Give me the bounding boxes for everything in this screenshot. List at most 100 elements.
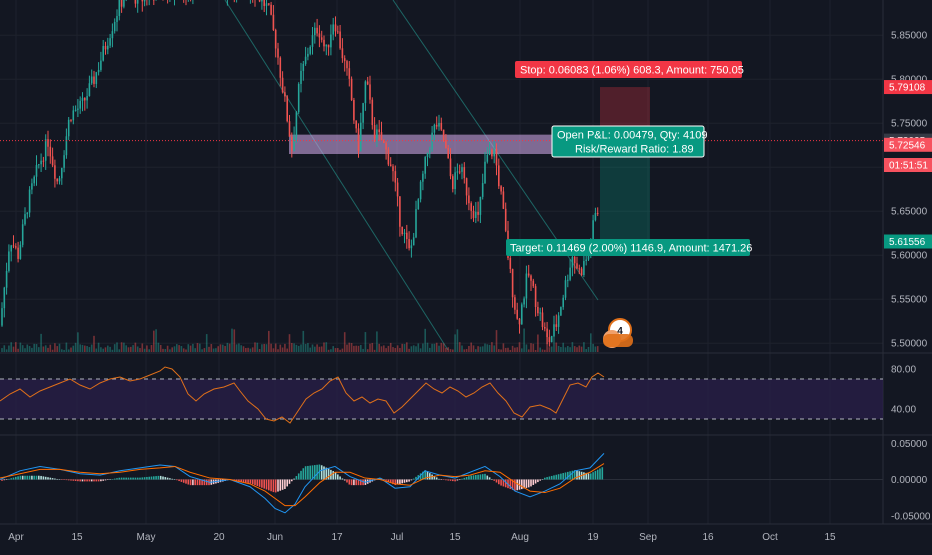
macd-histogram-bar — [498, 480, 500, 485]
macd-histogram-bar — [167, 478, 169, 480]
volume-bar — [429, 348, 431, 352]
volume-bar — [475, 349, 477, 352]
price-tick-label: 5.65000 — [891, 207, 928, 218]
candle — [20, 245, 22, 259]
macd-histogram-bar — [493, 480, 495, 481]
time-tick-label: 15 — [824, 532, 836, 543]
volume-bar — [33, 344, 35, 352]
candle — [326, 45, 328, 47]
time-tick-label: May — [137, 532, 156, 543]
volume-bar — [422, 344, 424, 352]
candle — [335, 24, 337, 31]
macd-histogram-bar — [576, 471, 578, 480]
volume-bar — [105, 347, 107, 352]
price-tick-label: 5.50000 — [891, 339, 928, 350]
volume-bar — [20, 343, 22, 352]
volume-bar — [597, 346, 599, 352]
candle — [114, 22, 116, 31]
macd-histogram-bar — [31, 476, 33, 480]
macd-histogram-bar — [468, 476, 470, 479]
volume-bar — [498, 349, 500, 352]
volume-bar — [240, 345, 242, 352]
volume-bar — [337, 348, 339, 352]
macd-histogram-bar — [61, 480, 63, 481]
macd-histogram-bar — [114, 479, 116, 480]
candle — [470, 203, 472, 211]
macd-histogram-bar — [178, 480, 180, 482]
volume-bar — [549, 347, 551, 352]
macd-histogram-bar — [59, 479, 61, 480]
volume-bar — [89, 347, 91, 352]
volume-bar — [61, 349, 63, 352]
volume-bar — [194, 348, 196, 352]
volume-bar — [526, 344, 528, 352]
candle — [452, 176, 454, 189]
macd-histogram-bar — [544, 478, 546, 480]
volume-bar — [70, 348, 72, 352]
candle — [309, 47, 311, 54]
macd-histogram-bar — [89, 480, 91, 482]
candle — [372, 100, 374, 125]
candle — [43, 161, 45, 162]
volume-bar — [332, 346, 334, 352]
macd-histogram-bar — [514, 480, 516, 491]
target-label[interactable]: Target: 0.11469 (2.00%) 1146.9, Amount: … — [506, 239, 752, 256]
volume-bar — [505, 348, 507, 352]
candle — [1, 308, 3, 325]
macd-histogram-bar — [521, 480, 523, 490]
volume-bar — [342, 349, 344, 352]
candle — [353, 100, 355, 120]
macd-histogram-bar — [17, 476, 19, 479]
volume-bar — [528, 349, 530, 352]
macd-histogram-bar — [102, 480, 104, 481]
volume-bar — [6, 349, 8, 352]
volume-bar — [349, 343, 351, 352]
macd-histogram-bar — [284, 480, 286, 489]
volume-bar — [96, 349, 98, 352]
volume-bar — [558, 346, 560, 352]
volume-bar — [533, 344, 535, 352]
target-zone — [600, 145, 650, 242]
candle — [321, 37, 323, 39]
volume-bar — [328, 350, 330, 352]
volume-bar — [17, 349, 19, 352]
candle — [284, 92, 286, 96]
volume-bar — [10, 342, 12, 352]
volume-bar — [372, 343, 374, 352]
volume-bar — [427, 343, 429, 352]
volume-bar — [470, 343, 472, 352]
candle — [542, 312, 544, 327]
macd-histogram-bar — [40, 476, 42, 480]
volume-bar — [22, 345, 24, 352]
macd-histogram-bar — [505, 480, 507, 488]
stop-label[interactable]: Stop: 0.06083 (1.06%) 608.3, Amount: 750… — [515, 61, 744, 78]
candle — [581, 269, 583, 275]
volume-bar — [79, 344, 81, 352]
candle — [489, 150, 491, 155]
candle — [553, 324, 555, 336]
time-tick-label: 20 — [213, 532, 225, 543]
macd-histogram-bar — [190, 480, 192, 486]
volume-bar — [443, 343, 445, 352]
volume-bar — [114, 344, 116, 352]
candle — [100, 61, 102, 70]
long-position-tool[interactable] — [600, 87, 650, 241]
candle — [137, 0, 139, 4]
macd-histogram-bar — [151, 477, 153, 480]
volume-bar — [576, 347, 578, 352]
volume-bar — [273, 348, 275, 352]
candle — [539, 312, 541, 313]
volume-bar — [254, 342, 256, 352]
volume-bar — [178, 345, 180, 352]
volume-bar — [496, 330, 498, 352]
open-pnl-label[interactable]: Open P&L: 0.00479, Qty: 4109 Risk/Reward… — [552, 126, 707, 157]
price-marker-label: 5.79108 — [889, 83, 926, 94]
candle — [73, 110, 75, 120]
candle — [558, 315, 560, 326]
macd-histogram-bar — [323, 466, 325, 479]
macd-histogram-bar — [590, 473, 592, 479]
candle — [54, 165, 56, 178]
volume-bar — [215, 348, 217, 352]
